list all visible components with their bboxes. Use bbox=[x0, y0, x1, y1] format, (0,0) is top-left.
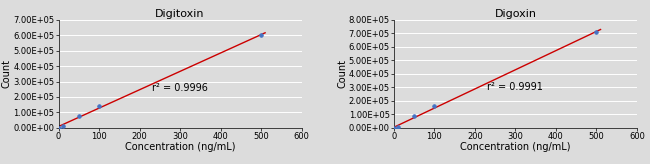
Point bbox=[409, 115, 419, 118]
Point bbox=[592, 31, 602, 33]
Title: Digitoxin: Digitoxin bbox=[155, 9, 205, 19]
Point bbox=[389, 127, 399, 129]
X-axis label: Concentration (ng/mL): Concentration (ng/mL) bbox=[460, 143, 571, 153]
Point bbox=[73, 114, 84, 117]
Point bbox=[94, 105, 104, 108]
Title: Digoxin: Digoxin bbox=[495, 9, 536, 19]
Y-axis label: Count: Count bbox=[2, 59, 12, 88]
Point bbox=[57, 125, 68, 128]
Point bbox=[256, 34, 266, 36]
Point bbox=[53, 127, 64, 129]
X-axis label: Concentration (ng/mL): Concentration (ng/mL) bbox=[125, 143, 235, 153]
Point bbox=[429, 105, 439, 108]
Point bbox=[393, 126, 403, 129]
Y-axis label: Count: Count bbox=[337, 59, 347, 88]
Text: r² = 0.9991: r² = 0.9991 bbox=[487, 82, 543, 92]
Text: r² = 0.9996: r² = 0.9996 bbox=[151, 83, 207, 93]
